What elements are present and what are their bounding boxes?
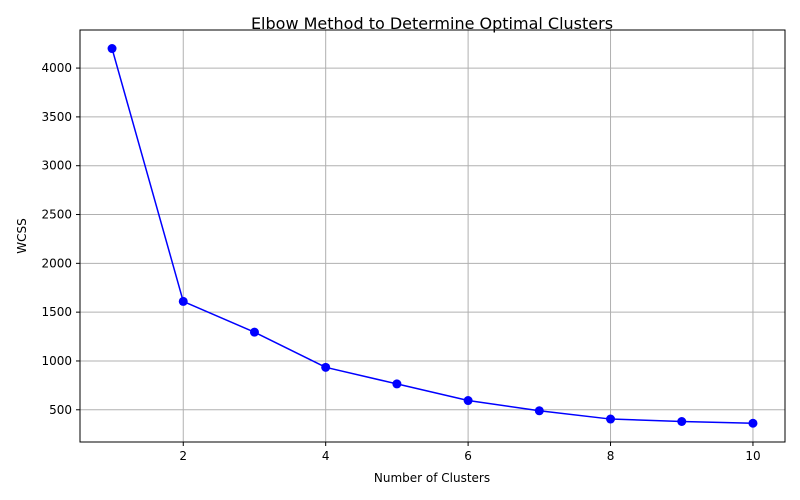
- y-tick-label: 500: [49, 403, 72, 417]
- x-tick-label: 2: [179, 449, 187, 463]
- data-point: [463, 396, 473, 406]
- x-tick-label: 8: [607, 449, 615, 463]
- data-point: [249, 327, 259, 337]
- y-tick-label: 1000: [41, 354, 72, 368]
- series-line: [111, 48, 753, 424]
- y-tick-label: 2500: [41, 208, 72, 222]
- data-point: [534, 406, 544, 416]
- x-tick-label: 10: [745, 449, 760, 463]
- data-point: [178, 296, 188, 306]
- x-axis-label: Number of Clusters: [374, 471, 490, 485]
- x-tick-label: 4: [322, 449, 330, 463]
- data-point: [606, 414, 616, 424]
- data-series: [107, 44, 758, 428]
- y-tick-label: 3000: [41, 159, 72, 173]
- y-tick-label: 3500: [41, 110, 72, 124]
- y-tick-label: 2000: [41, 256, 72, 270]
- grid-lines: [80, 30, 785, 442]
- y-axis-label: WCSS: [15, 218, 29, 253]
- data-point: [748, 418, 758, 428]
- data-point: [107, 44, 117, 54]
- y-tick-label: 4000: [41, 61, 72, 75]
- chart-title: Elbow Method to Determine Optimal Cluste…: [251, 14, 613, 33]
- data-point: [321, 362, 331, 372]
- axis-ticks: 2 4 6 8 10 500 1000 1500 2000 2500 3000 3500 4000: [41, 61, 760, 463]
- data-point: [677, 416, 687, 426]
- plot-area: [80, 30, 785, 442]
- data-point: [392, 379, 402, 389]
- y-tick-label: 1500: [41, 305, 72, 319]
- x-tick-label: 6: [464, 449, 472, 463]
- plot-frame: [79, 29, 786, 443]
